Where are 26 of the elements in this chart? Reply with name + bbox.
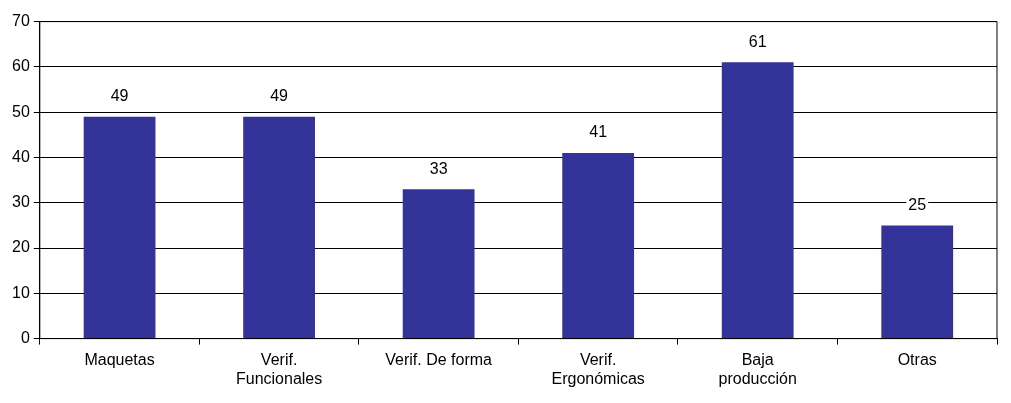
data-label: 41: [589, 123, 608, 141]
data-label: 25: [908, 195, 927, 213]
x-tick-label: Verif. Ergonómicas: [551, 350, 645, 387]
bar: [881, 225, 954, 339]
data-label: 49: [270, 87, 289, 105]
y-tick-label: 0: [20, 329, 30, 347]
data-label: 49: [110, 87, 129, 105]
y-tick-label: 10: [12, 283, 30, 301]
bar: [721, 62, 794, 339]
bar: [402, 189, 475, 339]
y-tick-label: 70: [12, 12, 30, 30]
data-label: 61: [748, 32, 767, 50]
y-tick-label: 50: [12, 102, 30, 120]
y-tick-label: 20: [12, 238, 30, 256]
x-tick-label: Otras: [897, 350, 937, 368]
bar: [562, 152, 635, 339]
x-tick-label: Verif. De forma: [385, 350, 493, 368]
y-tick-label: 30: [12, 193, 30, 211]
y-tick-label: 40: [12, 147, 30, 165]
bar: [243, 116, 315, 339]
bar: [83, 116, 156, 339]
x-tick-label: Baja producción: [718, 350, 797, 387]
x-tick-label: Maquetas: [84, 350, 155, 368]
data-label: 33: [429, 159, 448, 177]
x-tick-label: Verif. Funcionales: [235, 350, 323, 387]
y-tick-label: 60: [12, 57, 30, 75]
